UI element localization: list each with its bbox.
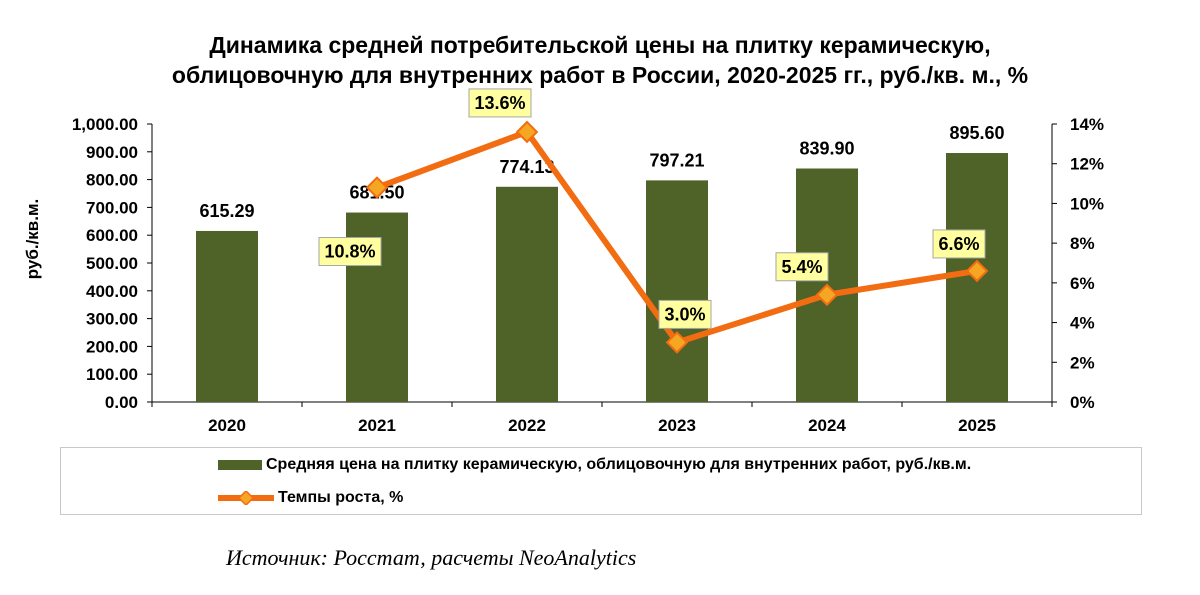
y-tick-label-left: 600.00 [86, 226, 138, 245]
bar-value-label: 839.90 [799, 139, 854, 159]
legend-item-price: Средняя цена на плитку керамическую, обл… [218, 456, 971, 474]
bar-value-label: 774.13 [499, 157, 554, 177]
y-tick-label-left: 400.00 [86, 282, 138, 301]
y-tick-label-left: 1,000.00 [72, 115, 138, 134]
growth-marker [365, 176, 389, 199]
legend-label-price: Средняя цена на плитку керамическую, обл… [266, 456, 972, 473]
legend-swatch-line [218, 491, 274, 505]
bar-value-label: 895.60 [949, 123, 1004, 143]
chart-title-line-2: облицовочную для внутренних работ в Росс… [171, 62, 1029, 88]
chart-legend: Средняя цена на плитку керамическую, обл… [60, 447, 1142, 515]
y-tick-label-right: 8% [1070, 234, 1095, 253]
bar-2023 [646, 180, 708, 402]
y-tick-label-right: 12% [1070, 155, 1104, 174]
y-tick-label-right: 4% [1070, 314, 1095, 333]
bar-2020 [196, 230, 258, 402]
source-note: Источник: Росстат, расчеты NeoAnalytics [226, 545, 637, 570]
x-tick-label: 2025 [958, 416, 996, 435]
growth-label: 10.8% [324, 242, 375, 262]
y-tick-label-left: 500.00 [86, 254, 138, 273]
y-tick-label-left: 100.00 [86, 365, 138, 384]
y-tick-label-left: 900.00 [86, 143, 138, 162]
y-tick-label-right: 14% [1070, 115, 1104, 134]
chart-plot: 0.00 100.00 200.00 300.00 400.00 500.00 600.00… [23, 88, 1104, 435]
growth-label-box [775, 252, 829, 282]
growth-marker [665, 331, 689, 354]
y-tick-label-right: 0% [1070, 393, 1095, 412]
growth-label-box [318, 237, 382, 267]
growth-marker [965, 259, 989, 283]
x-tick-label: 2021 [358, 416, 396, 435]
growth-label-box [932, 229, 986, 259]
x-tick-label: 2023 [658, 416, 696, 435]
growth-label-box [468, 88, 532, 118]
y-tick-label-left: 800.00 [86, 171, 138, 190]
growth-marker [515, 120, 539, 144]
y-axis-title: руб./кв.м. [23, 199, 42, 280]
x-tick-label: 2022 [508, 416, 546, 435]
growth-label: 6.6% [938, 234, 979, 254]
growth-label: 13.6% [474, 93, 525, 113]
growth-label-box [658, 299, 712, 329]
y-tick-label-left: 300.00 [86, 310, 138, 329]
bar-value-label: 615.29 [199, 201, 254, 221]
legend-item-growth: Темпы роста, % [218, 489, 403, 507]
bar-2022 [496, 186, 558, 402]
y-tick-label-left: 700.00 [86, 198, 138, 217]
x-tick-label: 2024 [808, 416, 846, 435]
y-tick-label-left: 0.00 [105, 393, 138, 412]
y-tick-label-right: 2% [1070, 353, 1095, 372]
x-tick-label: 2020 [208, 416, 246, 435]
growth-label: 3.0% [664, 304, 705, 324]
y-tick-label-right: 6% [1070, 274, 1095, 293]
growth-label: 5.4% [781, 257, 822, 277]
y-tick-label-right: 10% [1070, 194, 1104, 213]
y-tick-label-left: 200.00 [86, 337, 138, 356]
bar-value-label: 797.21 [649, 150, 704, 170]
legend-label-growth: Темпы роста, % [278, 489, 404, 506]
growth-marker [815, 283, 839, 307]
legend-swatch-bar [218, 460, 262, 470]
chart-title-line-1: Динамика средней потребительской цены на… [209, 32, 991, 58]
chart-title: Динамика средней потребительской цены на… [0, 30, 1200, 90]
